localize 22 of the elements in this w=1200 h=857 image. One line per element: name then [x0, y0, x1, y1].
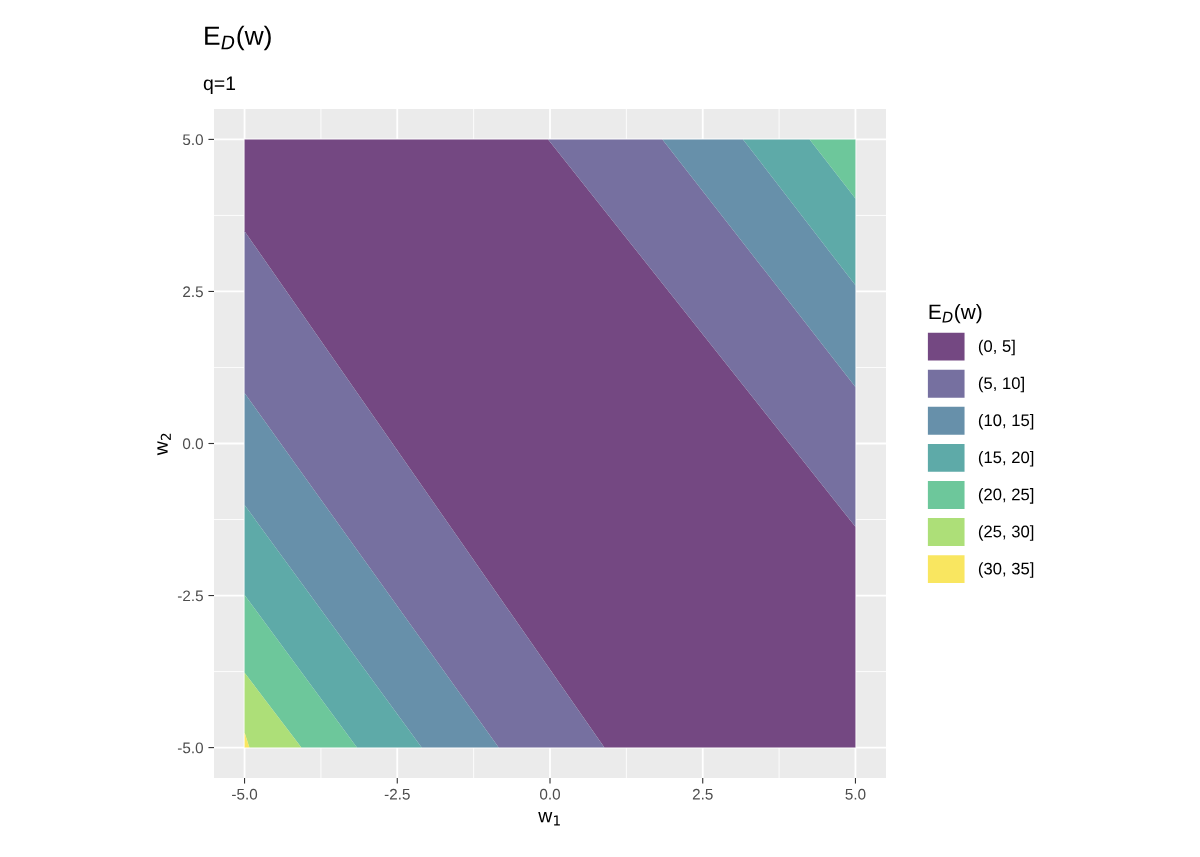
x-axis-title: w$_{1}$: [538, 812, 560, 826]
legend-label: (5, 10]: [978, 376, 1024, 393]
legend-label: (25, 30]: [978, 525, 1034, 541]
y-tick-label: 5.0: [182, 134, 203, 146]
y-tick-label: -2.5: [177, 590, 203, 602]
x-tick-label: 5.0: [845, 788, 866, 800]
y-tick-label: 0.0: [182, 438, 203, 450]
legend-label: (30, 35]: [978, 562, 1034, 578]
legend-title: E$_{D}$(w): [929, 303, 982, 324]
y-tick-label: -5.0: [177, 742, 203, 754]
chart-subtitle: q=1: [203, 76, 236, 95]
x-tick-label: -2.5: [384, 788, 410, 800]
x-tick-label: 0.0: [539, 788, 561, 800]
chart-title: E$_{D}$(w): [205, 25, 271, 51]
y-tick-label: 2.5: [183, 286, 203, 298]
legend-label: (15, 20]: [978, 451, 1034, 467]
x-tick-label: -5.0: [232, 788, 258, 800]
legend-label: (10, 15]: [978, 413, 1034, 430]
legend-label: (20, 25]: [978, 488, 1034, 504]
legend-label: (0, 5]: [978, 339, 1015, 356]
x-tick-label: 2.5: [692, 788, 713, 800]
y-axis-title: w$_{2}$: [157, 433, 171, 456]
